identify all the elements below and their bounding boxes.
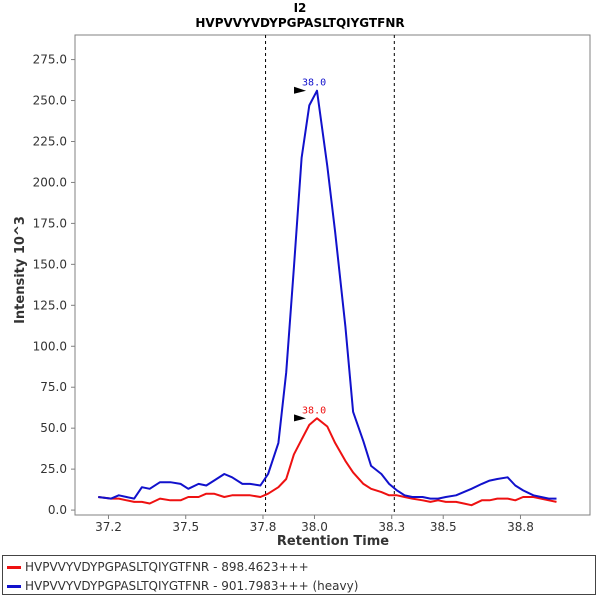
legend: HVPVVYVDYPGPASLTQIYGTFNR - 898.4623+++ H… [2,555,596,595]
y-tick-label: 175.0 [33,216,67,230]
x-axis: 37.2 37.5 37.8 38.0 38.3 38.5 38.8 [95,515,534,534]
y-axis-label: Intensity 10^3 [13,216,28,324]
series-line-light [98,417,557,507]
y-tick-label: 125.0 [33,298,67,312]
y-tick-label: 25.0 [40,462,67,476]
legend-swatch-light [7,565,21,569]
peak-label: 38.0 [302,78,326,89]
chart-title: I2 [294,1,307,15]
x-tick-label: 38.8 [507,520,534,534]
y-tick-label: 50.0 [40,421,67,435]
x-tick-label: 38.0 [301,520,328,534]
legend-swatch-heavy [7,584,21,588]
y-tick-label: 100.0 [33,339,67,353]
chart-subtitle: HVPVVYVDYPGPASLTQIYGTFNR [195,16,404,30]
x-tick-label: 37.8 [250,520,277,534]
legend-item-heavy: HVPVVYVDYPGPASLTQIYGTFNR - 901.7983+++ (… [7,577,358,595]
y-tick-label: 150.0 [33,257,67,271]
y-axis: 0.0 25.0 50.0 75.0 100.0 125.0 150.0 175.0 200.0… [33,53,75,517]
peak-boundaries [265,35,395,515]
legend-label-light: HVPVVYVDYPGPASLTQIYGTFNR - 898.4623+++ [25,560,309,574]
legend-label-heavy: HVPVVYVDYPGPASLTQIYGTFNR - 901.7983+++ (… [25,579,359,593]
y-tick-label: 75.0 [40,380,67,394]
peak-label: 38.0 [302,405,326,416]
y-tick-label: 275.0 [33,53,67,67]
legend-item-light: HVPVVYVDYPGPASLTQIYGTFNR - 898.4623+++ [7,558,309,576]
x-axis-label: Retention Time [277,534,389,549]
x-tick-label: 37.2 [95,520,122,534]
y-tick-label: 225.0 [33,134,67,148]
chromatogram-chart: I2 HVPVVYVDYPGPASLTQIYGTFNR 0.0 25.0 50.0 7… [13,1,591,549]
y-tick-label: 0.0 [48,503,67,517]
peak-marker [294,414,307,422]
x-tick-label: 38.5 [430,520,457,534]
x-tick-label: 37.5 [172,520,199,534]
series-layer: 38.0 38.0 [98,78,557,507]
x-tick-label: 38.3 [378,520,405,534]
series-line-heavy [98,89,557,500]
plot-area [74,34,591,516]
peak-marker [294,86,307,94]
y-tick-label: 250.0 [33,94,67,108]
y-tick-label: 200.0 [33,175,67,189]
